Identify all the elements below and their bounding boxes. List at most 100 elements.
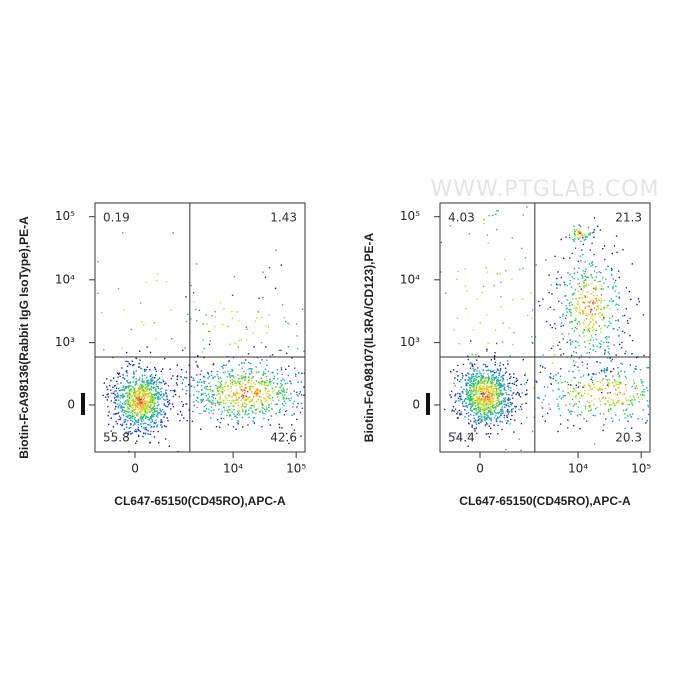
quadrant-label: 55.8 [103,431,130,445]
event-dot [612,328,614,330]
event-dot [227,384,229,386]
event-dot [266,364,268,367]
event-dot [181,382,183,384]
event-dot [128,411,130,413]
event-dot [512,343,514,346]
event-dot [575,396,577,399]
event-dot [495,377,497,379]
event-dot [200,399,203,402]
event-dot [137,413,139,415]
event-dot [114,402,117,405]
event-dot [498,383,500,385]
event-dot [241,409,244,412]
event-dot [646,367,648,369]
event-dot [510,390,512,392]
event-dot [498,374,500,377]
event-dot [435,366,436,367]
event-dot [150,378,152,380]
event-dot [572,371,574,373]
event-dot [627,420,629,422]
event-dot [222,323,224,326]
event-dot [278,390,280,392]
event-dot [243,396,245,398]
event-dot [454,432,456,434]
event-dot [127,385,130,387]
event-dot [153,322,156,324]
event-dot [145,394,147,396]
event-dot [679,426,680,427]
event-dot [113,377,115,379]
event-dot [475,388,478,390]
event-dot [591,380,594,382]
event-dot [487,403,489,405]
event-dot [587,301,589,303]
event-dot [480,392,483,395]
event-dot [587,226,590,229]
event-dot [484,377,486,379]
event-dot [137,403,139,405]
event-dot [473,421,475,423]
event-dot [196,319,198,322]
event-dot [244,379,246,381]
event-dot [642,409,644,411]
event-dot [584,235,586,238]
event-dot [520,406,522,408]
event-dot [493,372,496,374]
event-dot [494,372,497,374]
event-dot [478,355,480,357]
event-dot [618,384,620,386]
event-dot [600,387,603,390]
event-dot [653,397,654,398]
event-dot [486,380,489,382]
event-dot [140,406,143,408]
event-dot [494,352,496,354]
event-dot [500,410,502,413]
event-dot [273,377,275,380]
event-dot [255,412,257,414]
event-dot [453,410,455,412]
event-dot [460,379,462,381]
event-dot [532,430,534,433]
event-dot [131,420,134,422]
event-dot [581,233,584,235]
event-dot [457,397,460,399]
event-dot [628,404,630,406]
event-dot [590,293,592,295]
event-dot [145,409,147,411]
event-dot [121,425,123,427]
event-dot [479,407,481,409]
event-dot [147,418,150,421]
event-dot [583,282,585,284]
event-dot [300,402,303,404]
event-dot [248,368,250,370]
event-dot [471,401,474,404]
event-dot [642,314,644,316]
event-dot [582,386,584,388]
event-dot [633,380,635,382]
event-dot [119,389,121,392]
event-dot [495,382,498,384]
event-dot [146,389,148,391]
event-dot [128,405,130,408]
event-dot [157,391,159,393]
event-dot [591,276,593,279]
event-dot [237,346,239,348]
event-dot [483,389,485,391]
event-dot [521,403,523,406]
event-dot [324,320,325,321]
event-dot [543,399,545,401]
event-dot [600,308,602,310]
event-dot [161,421,163,423]
event-dot [185,371,188,373]
event-dot [479,421,482,423]
event-dot [155,394,158,396]
event-dot [490,392,492,395]
event-dot [280,349,282,352]
event-dot [234,382,236,384]
event-dot [503,406,506,408]
event-dot [283,405,285,407]
event-dot [484,364,487,366]
event-dot [255,400,258,402]
event-dot [149,381,151,383]
event-dot [560,354,562,356]
